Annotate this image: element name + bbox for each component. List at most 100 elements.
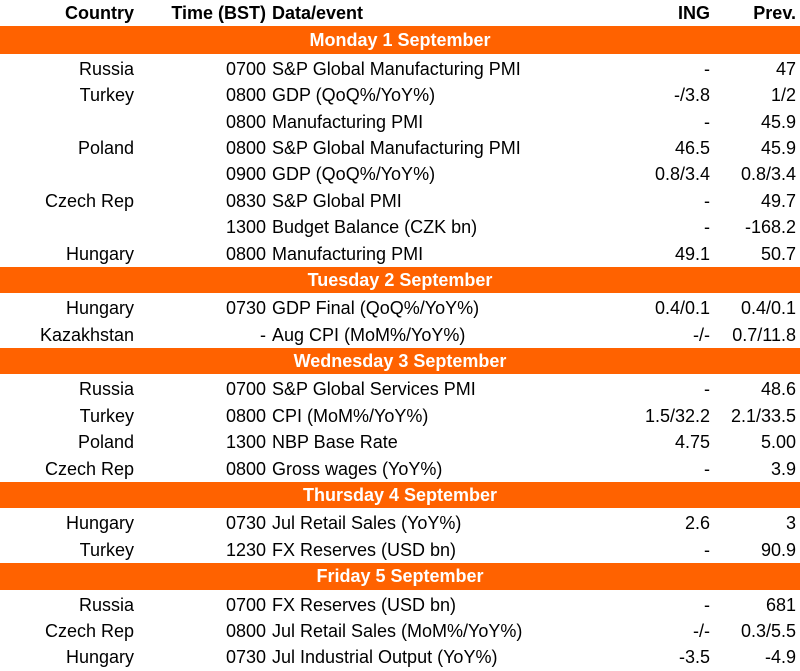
previous-value-cell: 0.8/3.4 <box>740 164 796 185</box>
time-cell: 0800 <box>225 458 266 479</box>
time-cell: 1230 <box>225 539 266 560</box>
time-cell: 0730 <box>225 298 266 319</box>
day-header: Tuesday 2 September <box>0 266 800 296</box>
country-cell <box>0 161 142 187</box>
table-row: Czech Rep 0800 Jul Retail Sales (MoM%/YoY%… <box>0 618 800 644</box>
previous-value-cell: 5.00 <box>760 432 796 453</box>
previous-value-cell: 90.9 <box>760 539 796 560</box>
previous-value-cell: 3.9 <box>770 458 796 479</box>
time-cell: 1300 <box>225 217 266 238</box>
ing-forecast-cell: 2.6 <box>684 513 710 534</box>
country-cell: Russia <box>78 58 134 79</box>
time-cell: 0800 <box>225 243 266 264</box>
ing-forecast-cell: - <box>704 539 710 560</box>
previous-value-cell: 49.7 <box>760 190 796 211</box>
ing-forecast-cell: -3.5 <box>678 647 710 668</box>
country-cell: Turkey <box>79 539 134 560</box>
table-row: Kazakhstan - Aug CPI (MoM%/YoY%) -/- 0.7/11.… <box>0 322 800 348</box>
country-cell: Hungary <box>65 243 134 264</box>
table-row: Hungary 0730 Jul Industrial Output (YoY%) -… <box>0 644 800 670</box>
table-row: Turkey 0800 GDP (QoQ%/YoY%) -/3.8 1/2 <box>0 82 800 108</box>
country-cell: Turkey <box>79 85 134 106</box>
event-cell: S&P Global Services PMI <box>272 379 476 400</box>
event-cell: Manufacturing PMI <box>272 111 424 132</box>
country-cell <box>0 214 142 240</box>
time-cell: 1300 <box>225 432 266 453</box>
event-cell: Gross wages (YoY%) <box>272 458 443 479</box>
ing-forecast-cell: - <box>704 58 710 79</box>
table-row: Czech Rep 0800 Gross wages (YoY%) - 3.9 <box>0 456 800 482</box>
ing-forecast-cell: 49.1 <box>674 243 710 264</box>
ing-forecast-cell: 1.5/32.2 <box>644 405 710 426</box>
previous-value-cell: 0.4/0.1 <box>740 298 796 319</box>
event-cell: Jul Retail Sales (MoM%/YoY%) <box>272 620 523 641</box>
time-cell: 0800 <box>225 405 266 426</box>
time-column-header: Time (BST) <box>171 3 266 23</box>
ing-forecast-cell: - <box>704 190 710 211</box>
event-cell: NBP Base Rate <box>272 432 398 453</box>
ing-forecast-cell: - <box>704 594 710 615</box>
day-title: Friday 5 September <box>316 566 484 587</box>
ing-forecast-cell: 0.8/3.4 <box>654 164 710 185</box>
event-cell: S&P Global Manufacturing PMI <box>272 137 521 158</box>
country-cell: Czech Rep <box>44 190 134 211</box>
event-cell: Jul Retail Sales (YoY%) <box>272 513 462 534</box>
previous-value-cell: 45.9 <box>760 111 796 132</box>
country-cell: Russia <box>78 379 134 400</box>
time-cell: 0900 <box>225 164 266 185</box>
country-cell: Poland <box>77 432 134 453</box>
country-cell: Hungary <box>65 513 134 534</box>
day-header: Friday 5 September <box>0 563 800 592</box>
prev-column-header: Prev. <box>753 3 796 23</box>
event-cell: GDP Final (QoQ%/YoY%) <box>272 298 480 319</box>
event-cell: GDP (QoQ%/YoY%) <box>272 85 436 106</box>
country-cell <box>0 109 142 135</box>
country-cell: Russia <box>78 594 134 615</box>
previous-value-cell: 681 <box>765 594 796 615</box>
country-cell: Hungary <box>65 298 134 319</box>
time-cell: 0730 <box>225 647 266 668</box>
ing-forecast-cell: - <box>704 217 710 238</box>
previous-value-cell: 2.1/33.5 <box>730 405 796 426</box>
previous-value-cell: 45.9 <box>760 137 796 158</box>
ing-column-header: ING <box>677 3 710 23</box>
table-row: 0800 Manufacturing PMI - 45.9 <box>0 109 800 135</box>
ing-forecast-cell: - <box>704 111 710 132</box>
country-cell: Poland <box>77 137 134 158</box>
table-row: Hungary 0730 GDP Final (QoQ%/YoY%) 0.4/0.1 0… <box>0 295 800 321</box>
event-cell: FX Reserves (USD bn) <box>272 539 457 560</box>
previous-value-cell: 3 <box>785 513 796 534</box>
event-cell: FX Reserves (USD bn) <box>272 594 457 615</box>
table-row: Russia 0700 S&P Global Services PMI - 48.6 <box>0 376 800 402</box>
day-title: Monday 1 September <box>309 30 491 51</box>
time-cell: 0800 <box>225 111 266 132</box>
table-row: Russia 0700 S&P Global Manufacturing PMI - 4… <box>0 56 800 82</box>
event-cell: S&P Global PMI <box>272 190 402 211</box>
country-cell: Czech Rep <box>44 458 134 479</box>
ing-forecast-cell: 0.4/0.1 <box>654 298 710 319</box>
ing-forecast-cell: -/3.8 <box>673 85 710 106</box>
table-body: Monday 1 September Russia 0700 S&P Global M… <box>0 27 800 670</box>
event-cell: S&P Global Manufacturing PMI <box>272 58 521 79</box>
time-cell: 0730 <box>225 513 266 534</box>
country-cell: Czech Rep <box>44 620 134 641</box>
previous-value-cell: -168.2 <box>744 217 796 238</box>
previous-value-cell: 0.3/5.5 <box>740 620 796 641</box>
day-header: Monday 1 September <box>0 27 800 56</box>
event-cell: Jul Industrial Output (YoY%) <box>272 647 498 668</box>
time-cell: 0700 <box>225 594 266 615</box>
ing-forecast-cell: -/- <box>693 620 710 641</box>
previous-value-cell: 48.6 <box>760 379 796 400</box>
time-cell: 0800 <box>225 620 266 641</box>
ing-forecast-cell: - <box>704 458 710 479</box>
time-cell: 0800 <box>225 137 266 158</box>
event-column-header: Data/event <box>272 3 364 23</box>
header-row: Country Time (BST) Data/event ING Prev. <box>0 0 800 28</box>
time-cell: 0830 <box>225 190 266 211</box>
previous-value-cell: 0.7/11.8 <box>732 324 796 345</box>
event-cell: CPI (MoM%/YoY%) <box>272 405 429 426</box>
ing-forecast-cell: 4.75 <box>674 432 710 453</box>
day-title: Thursday 4 September <box>302 485 498 506</box>
day-header: Thursday 4 September <box>0 482 800 511</box>
country-cell: Hungary <box>65 647 134 668</box>
